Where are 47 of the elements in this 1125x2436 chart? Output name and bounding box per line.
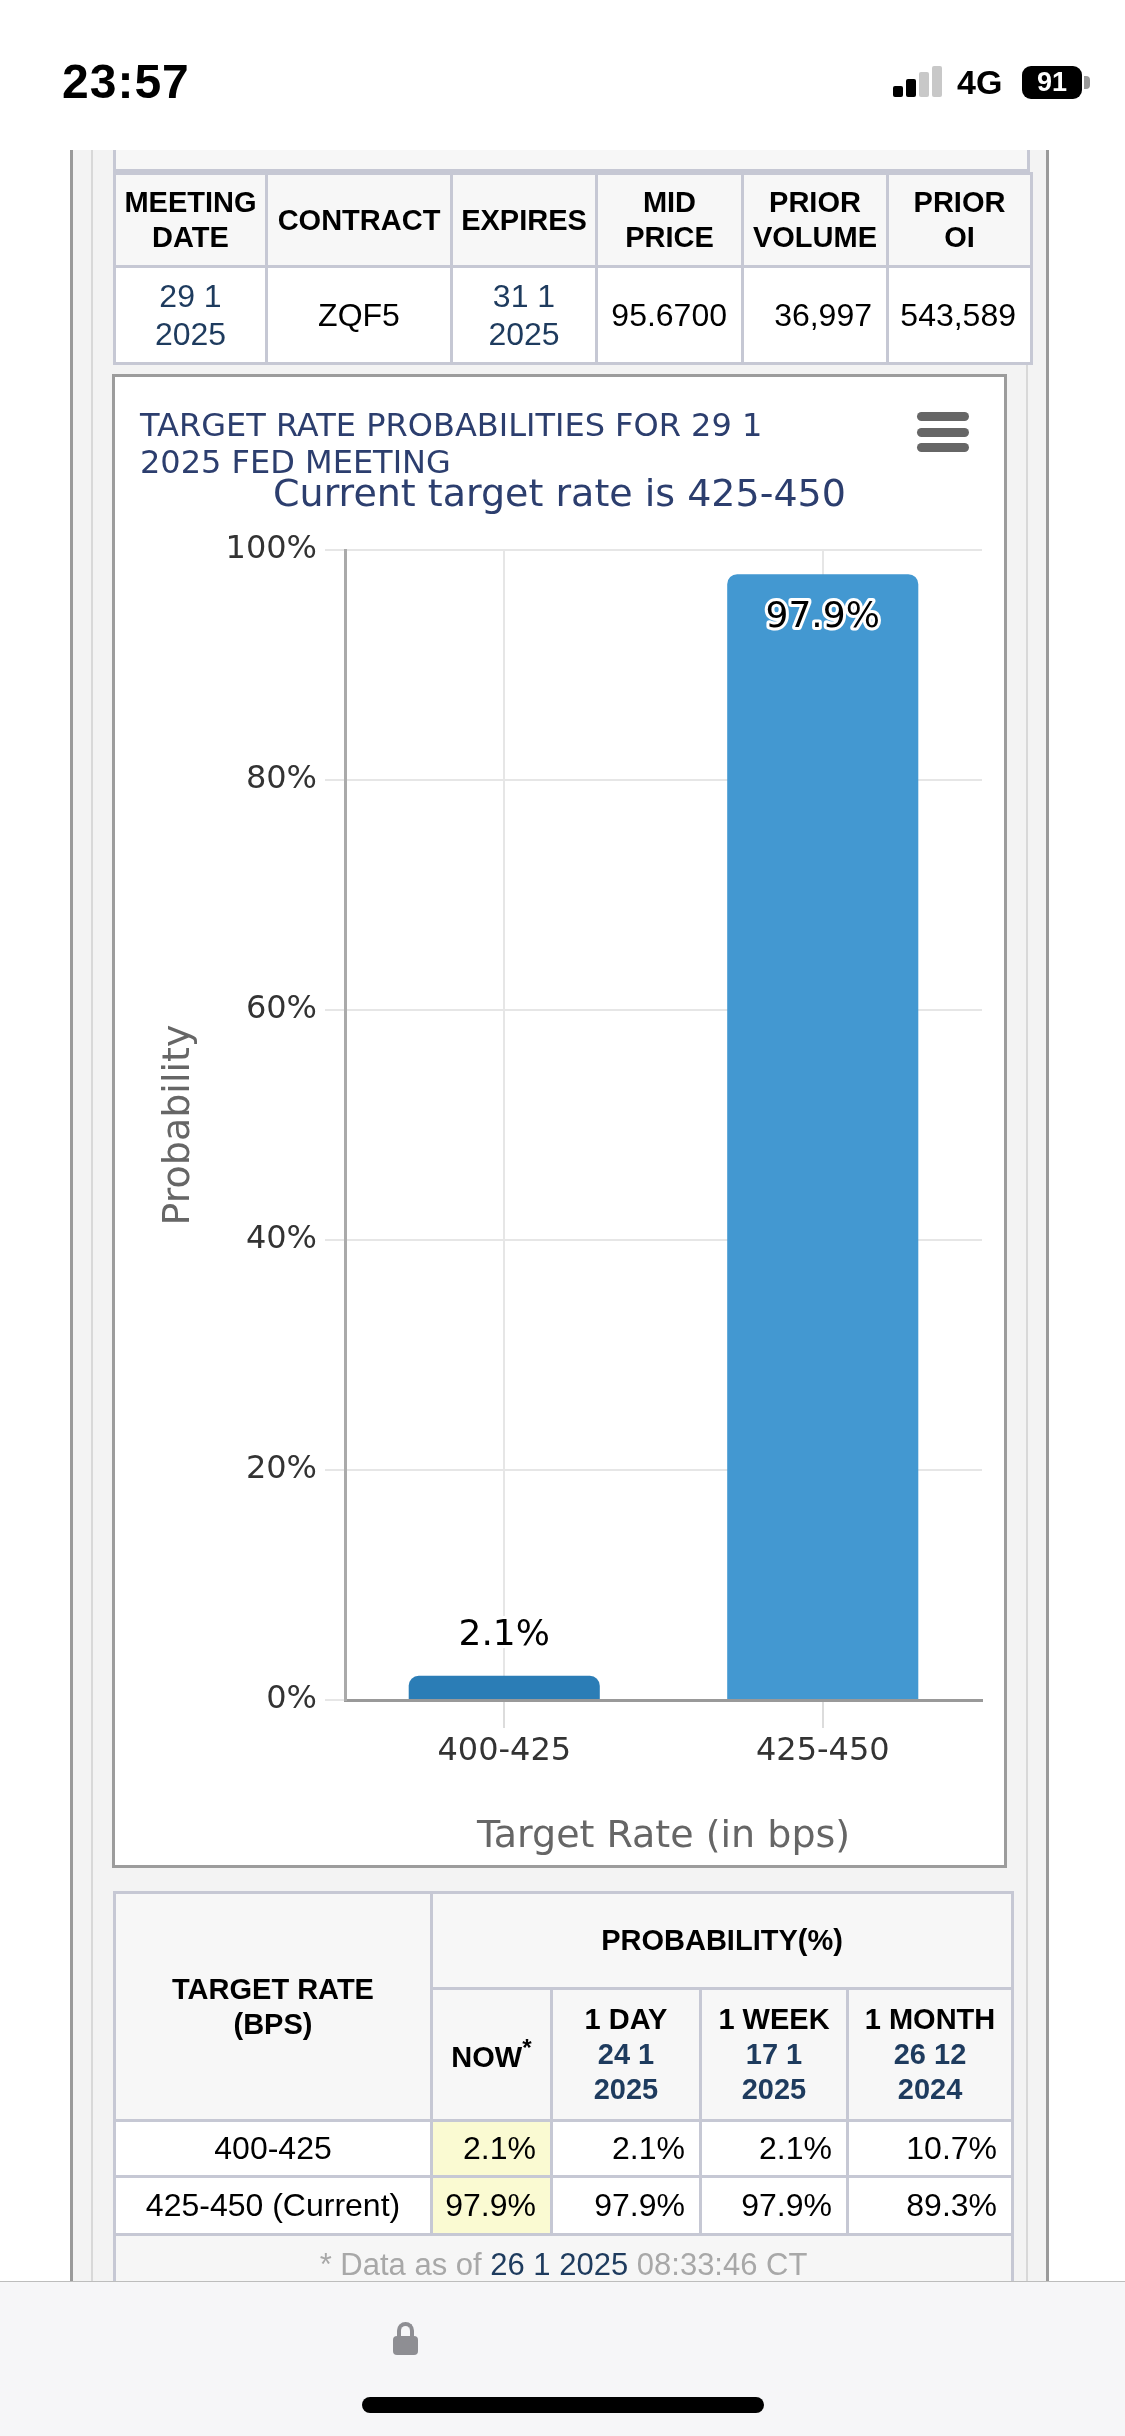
text: 29 1 2025	[153, 276, 228, 354]
text: 08:33:46 CT	[636, 2246, 808, 2282]
text: 1 DAY	[583, 2002, 669, 2038]
y-tick-label: 0%	[266, 1678, 317, 1717]
text: 425-450 (Current)	[145, 2187, 401, 2224]
text: ZQF5	[318, 296, 400, 333]
text: 1 WEEK	[717, 2002, 831, 2038]
text: CONTRACT	[277, 202, 441, 238]
text: MEETING DATE	[124, 185, 257, 255]
text: 2.1%	[463, 2130, 536, 2167]
y-tick-label: 80%	[245, 758, 317, 797]
y-tick-label: 40%	[245, 1218, 317, 1257]
text: 1 MONTH	[863, 2002, 997, 2038]
y-tick-label: 100%	[225, 528, 317, 567]
text: 97.9%	[445, 2187, 536, 2224]
text: EXPIRES	[461, 202, 587, 238]
text: 97.9%	[741, 2187, 832, 2224]
text: TARGET RATE (BPS)	[171, 1971, 375, 2042]
text: 36,997	[774, 296, 872, 333]
text: 95.6700	[611, 296, 727, 333]
text: 26 12 2024	[892, 2037, 968, 2107]
y-axis-title: Probability	[153, 1024, 198, 1226]
text: 2.1%	[759, 2130, 832, 2167]
text: NOW$^{*}$	[451, 2034, 532, 2074]
text: 400-425	[214, 2130, 332, 2167]
text: 4G	[957, 62, 1003, 102]
data-label: 97.9%	[765, 593, 880, 635]
text: PRIOR VOLUME	[752, 185, 878, 255]
text: PRIOR OI	[913, 185, 1006, 255]
data-label: 2.1%	[458, 1612, 550, 1654]
text: 26 1 2025	[490, 2246, 629, 2282]
text: 97.9%	[594, 2187, 685, 2224]
x-tick-label: 425-450	[755, 1729, 890, 1768]
text: * Data as of	[319, 2246, 482, 2282]
x-axis-title: Target Rate (in bps)	[475, 1812, 851, 1857]
text: 2.1%	[612, 2130, 685, 2167]
text: PROBABILITY(%)	[601, 1924, 843, 1957]
text: 17 1 2025	[740, 2037, 808, 2107]
text: MID PRICE	[625, 185, 714, 255]
text: 23:57	[62, 54, 190, 110]
text: 31 1 2025	[487, 276, 561, 354]
text: 24 1 2025	[592, 2037, 660, 2107]
text: 543,589	[900, 296, 1016, 333]
text: 89.3%	[906, 2187, 998, 2224]
y-tick-label: 20%	[245, 1448, 317, 1487]
y-tick-label: 60%	[245, 988, 317, 1027]
text: 10.7%	[906, 2130, 998, 2167]
